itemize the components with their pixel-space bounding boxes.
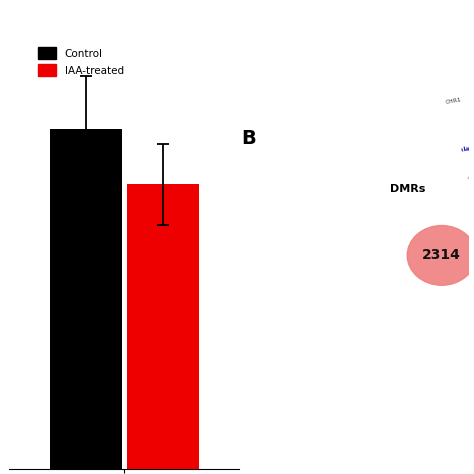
Polygon shape <box>472 149 473 150</box>
Polygon shape <box>472 144 474 150</box>
Text: B: B <box>242 129 256 148</box>
Text: CHR1: CHR1 <box>445 98 462 105</box>
Bar <box>50 128 122 469</box>
Polygon shape <box>473 188 474 194</box>
Ellipse shape <box>407 226 474 285</box>
Legend: Control, IAA-treated: Control, IAA-treated <box>37 47 124 76</box>
Polygon shape <box>470 148 471 150</box>
Polygon shape <box>467 147 469 150</box>
Polygon shape <box>473 214 474 217</box>
Text: DMRs: DMRs <box>390 184 425 194</box>
Polygon shape <box>466 147 468 151</box>
Polygon shape <box>471 190 473 194</box>
Polygon shape <box>469 174 471 178</box>
Polygon shape <box>468 177 470 178</box>
Bar <box>127 184 199 469</box>
Polygon shape <box>465 149 466 151</box>
Text: 2314: 2314 <box>422 248 461 263</box>
Polygon shape <box>464 146 465 151</box>
Polygon shape <box>461 148 463 151</box>
